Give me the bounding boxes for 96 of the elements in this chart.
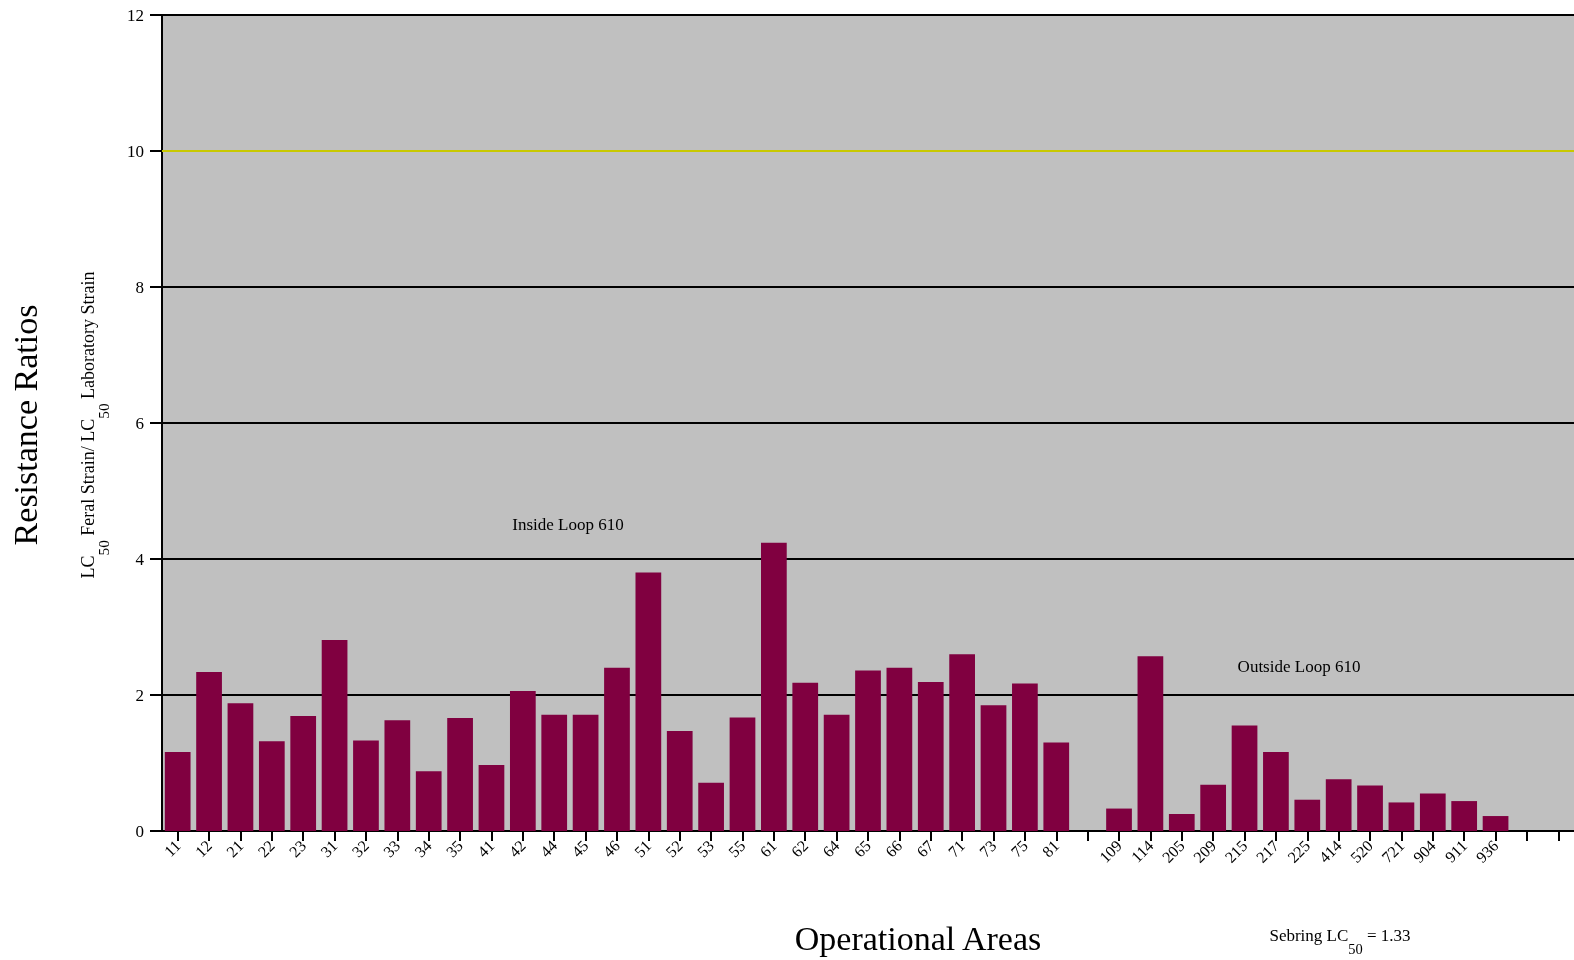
- x-tick-label: 61: [756, 836, 780, 861]
- bar: [1043, 742, 1070, 831]
- x-tick-label: 225: [1284, 836, 1314, 866]
- bar: [1325, 779, 1352, 831]
- x-tick-label: 81: [1038, 836, 1063, 861]
- bar: [447, 718, 473, 831]
- bar: [792, 682, 819, 831]
- text: Sebring LC50 = 1.33: [1269, 925, 1411, 958]
- bar: [698, 782, 724, 831]
- bar: [729, 717, 756, 831]
- x-tick-label: 209: [1190, 836, 1220, 866]
- x-tick-label: 911: [1441, 836, 1471, 866]
- bar: [321, 639, 348, 831]
- x-tick-label: 75: [1007, 836, 1031, 861]
- x-tick-label: 721: [1378, 836, 1408, 866]
- x-tick-label: 42: [505, 836, 529, 861]
- bar: [1263, 752, 1289, 831]
- x-tick-label: 34: [411, 836, 435, 861]
- bar: [290, 716, 317, 831]
- bar: [635, 572, 662, 831]
- bar: [1482, 816, 1509, 831]
- bar: [541, 714, 568, 831]
- x-tick-label: 109: [1096, 836, 1126, 866]
- bar: [1168, 814, 1195, 831]
- x-tick-label: 21: [223, 836, 247, 861]
- x-tick-label: 52: [662, 836, 686, 861]
- y-tick-label: 8: [135, 277, 144, 297]
- bar: [1200, 784, 1227, 831]
- x-tick-label: 205: [1158, 836, 1188, 866]
- x-tick-label: 67: [913, 836, 937, 861]
- x-tick-label: 31: [317, 836, 341, 861]
- bar: [164, 752, 191, 831]
- y-axis-title: Resistance Ratios LC50 Feral Strain/ LC50 Laboratory Strain: [6, 271, 112, 579]
- x-tick-label: 44: [536, 836, 561, 861]
- bar: [415, 771, 442, 831]
- bar: [353, 740, 379, 831]
- x-tick-label: 41: [474, 836, 498, 861]
- x-tick-label: 904: [1409, 836, 1439, 866]
- x-axis-title: Operational Areas: [794, 919, 1042, 957]
- bar: [949, 654, 975, 831]
- x-tick-label: 215: [1221, 836, 1251, 866]
- x-tick-label: 53: [693, 836, 718, 861]
- x-tick-label: 62: [787, 836, 812, 861]
- x-tick-label: 65: [850, 836, 875, 861]
- bar: [572, 714, 599, 831]
- x-tick-label: 51: [631, 836, 655, 861]
- y-tick-label: 4: [135, 549, 145, 569]
- bar: [384, 720, 411, 831]
- bar: [227, 703, 254, 831]
- bar: [1419, 793, 1446, 831]
- bar: [1357, 785, 1383, 831]
- bar: [258, 741, 285, 831]
- x-tick-label: 33: [380, 836, 404, 861]
- bar: [509, 690, 536, 831]
- bar: [666, 731, 693, 831]
- x-tick-label: 22: [254, 836, 278, 861]
- x-tick-label: 936: [1472, 836, 1502, 866]
- x-tick-label: 71: [944, 836, 969, 861]
- x-tick-label: 73: [976, 836, 1000, 861]
- bar: [980, 705, 1007, 831]
- y-tick-label: 10: [127, 141, 144, 161]
- bar: [823, 714, 850, 831]
- annotation: Outside Loop 610: [1237, 656, 1361, 676]
- x-tick-label: 32: [348, 836, 372, 861]
- y-tick-label: 6: [135, 413, 144, 433]
- x-tick-label: 114: [1127, 836, 1157, 866]
- y-tick-label: 12: [127, 5, 144, 25]
- bar: [1388, 802, 1415, 831]
- x-tick-label: 414: [1315, 836, 1345, 866]
- bar: [886, 667, 913, 831]
- bar: [1106, 808, 1132, 831]
- x-tick-label: 11: [160, 836, 184, 860]
- x-tick-label: 46: [599, 836, 623, 861]
- bar: [1231, 725, 1258, 831]
- x-tick-label: 45: [568, 836, 592, 861]
- x-tick-label: 23: [285, 836, 310, 861]
- bar: [1012, 683, 1038, 831]
- bar: [1294, 799, 1321, 831]
- annotation: Inside Loop 610: [512, 514, 624, 534]
- x-tick-label: 55: [725, 836, 749, 861]
- x-tick-label: 12: [191, 836, 216, 861]
- bar: [196, 671, 222, 831]
- bar: [855, 670, 881, 831]
- y-tick-label: 2: [135, 685, 144, 705]
- x-tick-label: 217: [1252, 836, 1282, 866]
- bar: [604, 667, 630, 831]
- bar: [761, 542, 787, 831]
- bar: [1451, 801, 1478, 831]
- bar: [1137, 656, 1164, 831]
- x-tick-label: 64: [819, 836, 843, 861]
- x-tick-label: 35: [442, 836, 467, 861]
- bar: [917, 682, 944, 831]
- bar: [478, 765, 505, 831]
- y-tick-label: 0: [135, 821, 144, 841]
- x-tick-label: 66: [882, 836, 906, 861]
- x-tick-label: 520: [1347, 836, 1377, 866]
